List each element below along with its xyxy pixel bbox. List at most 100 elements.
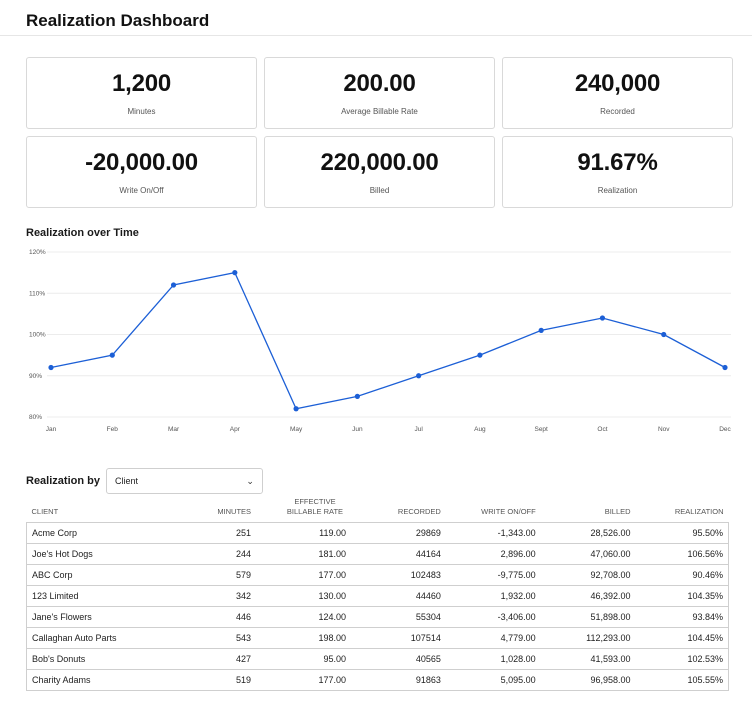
x-tick-label: Mar — [168, 426, 180, 433]
card-minutes: 1,200 Minutes — [26, 57, 257, 129]
cell-effective-billable-rate: 181.00 — [318, 548, 346, 559]
cell-client: ABC Corp — [26, 564, 187, 585]
y-tick-label: 80% — [29, 414, 42, 421]
x-tick-label: Aug — [474, 426, 486, 433]
cell-realization: 104.35% — [635, 585, 729, 606]
chevron-down-icon: ⌄ — [246, 475, 254, 486]
summary-cards: 1,200 Minutes 200.00 Average Billable Ra… — [26, 57, 733, 208]
realization-by-label: Realization by — [26, 475, 100, 487]
page-header: Realization Dashboard — [0, 0, 752, 36]
cell-billed: 51,898.00 — [590, 611, 631, 622]
cell-minutes: 519 — [236, 674, 252, 685]
card-write-on-off: -20,000.00 Write On/Off — [26, 136, 257, 208]
data-point[interactable] — [109, 352, 115, 358]
data-point[interactable] — [354, 393, 360, 399]
cell-billed: 112,293.00 — [586, 632, 631, 643]
column-header-client[interactable]: Client — [31, 506, 59, 516]
x-tick-label: Apr — [230, 426, 241, 433]
column-header-billed[interactable]: Billed — [604, 506, 631, 516]
card-label: Minutes — [127, 107, 156, 116]
cell-realization: 106.56% — [635, 543, 729, 564]
table-row[interactable]: ABC Corp 579 177.00 102483 -9,775.00 92,708.0… — [26, 564, 729, 585]
realization-by-row: Realization by Client ⌄ — [26, 468, 263, 494]
cell-effective-billable-rate: 130.00 — [318, 590, 346, 601]
table-row[interactable]: Joe's Hot Dogs 244 181.00 44164 2,896.00 47,0… — [26, 543, 729, 564]
card-label: Write On/Off — [119, 186, 164, 195]
data-point[interactable] — [170, 282, 177, 288]
card-value: 1,200 — [111, 70, 172, 97]
table-row[interactable]: Jane's Flowers 446 124.00 55304 -3,406.00 51,… — [26, 606, 729, 627]
table-row[interactable]: Charity Adams 519 177.00 91863 5,095.00 96,95… — [26, 669, 729, 690]
data-point[interactable] — [477, 352, 483, 358]
cell-recorded: 29869 — [415, 527, 441, 538]
column-header-write-on-off[interactable]: Write On/Off — [481, 506, 536, 516]
table-row[interactable]: Callaghan Auto Parts 543 198.00 107514 4,779… — [26, 627, 729, 648]
cell-write-on-off: -3,406.00 — [497, 611, 536, 622]
cell-recorded: 102483 — [410, 569, 441, 580]
data-point[interactable] — [416, 373, 422, 379]
table-row[interactable]: Acme Corp 251 119.00 29869 -1,343.00 28,526.0… — [26, 522, 729, 543]
cell-billed: 96,958.00 — [590, 674, 631, 685]
card-value: -20,000.00 — [85, 149, 198, 176]
cell-billed: 92,708.00 — [590, 569, 631, 580]
realization-table: Client Minutes Effective Billable Rate R… — [26, 496, 729, 691]
table-row[interactable]: 123 Limited 342 130.00 44460 1,932.00 46,392.… — [26, 585, 729, 606]
page-title: Realization Dashboard — [26, 11, 210, 30]
cell-client: Acme Corp — [26, 522, 187, 543]
column-header-effective-billable-rate[interactable]: Effective Billable Rate — [256, 496, 351, 522]
cell-effective-billable-rate: 177.00 — [318, 674, 346, 685]
cell-recorded: 55304 — [415, 611, 441, 622]
card-realization: 91.67% Realization — [502, 136, 733, 208]
data-point[interactable] — [722, 364, 728, 371]
cell-minutes: 446 — [236, 611, 252, 622]
cell-write-on-off: 1,932.00 — [500, 590, 536, 601]
x-tick-label: May — [290, 426, 303, 433]
cell-recorded: 44460 — [415, 590, 441, 601]
card-average-billable-rate: 200.00 Average Billable Rate — [264, 57, 495, 129]
card-value: 220,000.00 — [320, 149, 439, 176]
cell-recorded: 40565 — [415, 653, 441, 664]
cell-client: Bob's Donuts — [26, 648, 187, 669]
cell-realization: 95.50% — [635, 522, 729, 543]
card-value: 200.00 — [343, 70, 416, 97]
x-tick-label: Jan — [46, 426, 57, 433]
y-tick-label: 110% — [29, 290, 45, 297]
column-header-realization[interactable]: Realization — [674, 506, 724, 516]
group-by-select-value: Client — [114, 476, 138, 486]
cell-realization: 102.53% — [635, 648, 729, 669]
y-tick-label: 120% — [29, 249, 46, 256]
realization-line-chart: 80% 90% 100% 110% 120% Jan Feb Mar Apr May Jun Jul A… — [29, 249, 732, 433]
data-point[interactable] — [599, 315, 606, 321]
cell-write-on-off: 5,095.00 — [500, 674, 536, 685]
data-point[interactable] — [48, 364, 54, 371]
card-label: Billed — [369, 186, 390, 195]
cell-client: Joe's Hot Dogs — [26, 543, 187, 564]
card-label: Average Billable Rate — [341, 107, 418, 116]
cell-billed: 46,392.00 — [590, 590, 631, 601]
cell-minutes: 579 — [236, 569, 252, 580]
cell-realization: 90.46% — [635, 564, 729, 585]
cell-write-on-off: -1,343.00 — [497, 527, 536, 538]
card-value: 240,000 — [574, 70, 661, 97]
cell-recorded: 107514 — [410, 632, 441, 643]
column-header-minutes[interactable]: Minutes — [217, 506, 252, 516]
cell-recorded: 44164 — [415, 548, 441, 559]
cell-write-on-off: 1,028.00 — [500, 653, 536, 664]
data-point[interactable] — [661, 331, 667, 338]
data-point[interactable] — [293, 406, 299, 412]
cell-billed: 47,060.00 — [590, 548, 631, 559]
cell-client: Jane's Flowers — [26, 606, 187, 627]
table-row[interactable]: Bob's Donuts 427 95.00 40565 1,028.00 41,593.… — [26, 648, 729, 669]
card-value: 91.67% — [577, 149, 658, 176]
cell-realization: 93.84% — [635, 606, 729, 627]
cell-write-on-off: 4,779.00 — [500, 632, 536, 643]
x-tick-label: Dec — [719, 426, 731, 433]
cell-effective-billable-rate: 124.00 — [318, 611, 346, 622]
data-point[interactable] — [538, 327, 544, 333]
data-point[interactable] — [232, 270, 238, 276]
cell-realization: 104.45% — [635, 627, 729, 648]
group-by-select[interactable]: Client ⌄ — [105, 468, 263, 494]
cell-effective-billable-rate: 177.00 — [318, 569, 346, 580]
column-header-recorded[interactable]: Recorded — [397, 506, 441, 516]
cell-minutes: 251 — [236, 527, 252, 538]
